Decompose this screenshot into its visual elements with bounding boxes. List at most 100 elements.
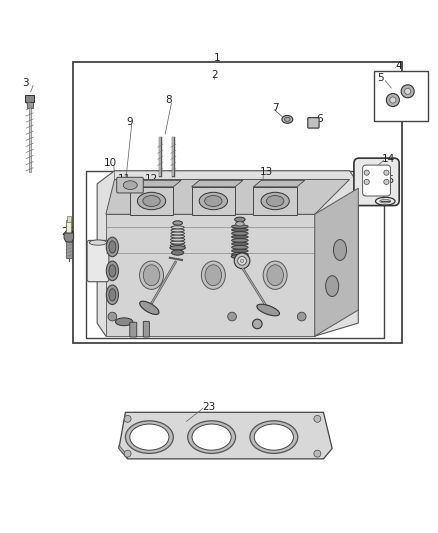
- Circle shape: [124, 450, 131, 457]
- Ellipse shape: [232, 253, 248, 256]
- Ellipse shape: [282, 116, 293, 123]
- Ellipse shape: [235, 217, 245, 222]
- Ellipse shape: [205, 265, 222, 286]
- Text: 1: 1: [213, 53, 220, 63]
- Ellipse shape: [263, 261, 287, 289]
- Circle shape: [384, 179, 389, 184]
- Circle shape: [386, 93, 399, 107]
- Text: 16: 16: [251, 220, 264, 230]
- Ellipse shape: [143, 196, 160, 206]
- Ellipse shape: [257, 304, 279, 316]
- Ellipse shape: [138, 192, 166, 209]
- Ellipse shape: [232, 239, 248, 242]
- Bar: [66, 241, 72, 258]
- Text: 11: 11: [117, 174, 131, 184]
- Ellipse shape: [109, 241, 116, 253]
- Bar: [66, 220, 71, 233]
- Bar: [67, 216, 71, 222]
- Circle shape: [238, 256, 247, 265]
- Ellipse shape: [236, 222, 244, 226]
- Ellipse shape: [254, 424, 293, 450]
- Ellipse shape: [201, 261, 225, 289]
- Ellipse shape: [285, 117, 290, 122]
- Ellipse shape: [232, 242, 248, 246]
- Bar: [27, 102, 33, 108]
- Circle shape: [405, 88, 411, 94]
- Text: 9: 9: [127, 117, 133, 127]
- Text: 21: 21: [182, 266, 195, 277]
- Ellipse shape: [199, 192, 227, 209]
- Ellipse shape: [116, 318, 133, 326]
- Ellipse shape: [250, 421, 298, 454]
- Ellipse shape: [232, 249, 248, 253]
- Text: 25: 25: [61, 227, 74, 237]
- Ellipse shape: [171, 235, 185, 238]
- Ellipse shape: [205, 196, 222, 206]
- Circle shape: [364, 179, 369, 184]
- Text: 15: 15: [382, 175, 396, 185]
- Circle shape: [314, 450, 321, 457]
- FancyBboxPatch shape: [308, 118, 319, 128]
- Bar: [191, 187, 235, 215]
- Ellipse shape: [261, 192, 289, 209]
- FancyBboxPatch shape: [130, 322, 137, 337]
- Circle shape: [364, 170, 369, 175]
- Bar: [130, 187, 173, 215]
- Ellipse shape: [232, 246, 248, 249]
- Circle shape: [401, 85, 414, 98]
- Polygon shape: [315, 188, 358, 336]
- Circle shape: [240, 259, 244, 263]
- Ellipse shape: [170, 241, 185, 244]
- Polygon shape: [64, 233, 74, 241]
- Text: 12: 12: [145, 174, 158, 183]
- Circle shape: [314, 415, 321, 422]
- Circle shape: [228, 312, 237, 321]
- Ellipse shape: [171, 232, 184, 235]
- Ellipse shape: [173, 221, 183, 225]
- Circle shape: [108, 312, 117, 321]
- Text: 24: 24: [109, 253, 122, 263]
- Ellipse shape: [170, 246, 185, 250]
- Ellipse shape: [232, 235, 248, 239]
- Text: 3: 3: [22, 78, 28, 88]
- Ellipse shape: [266, 196, 284, 206]
- Text: 19: 19: [175, 240, 189, 251]
- Ellipse shape: [187, 421, 236, 454]
- Ellipse shape: [125, 421, 173, 454]
- Ellipse shape: [170, 244, 185, 247]
- Bar: [253, 187, 297, 215]
- Circle shape: [384, 170, 389, 175]
- FancyBboxPatch shape: [363, 165, 391, 196]
- Polygon shape: [119, 445, 127, 459]
- FancyBboxPatch shape: [143, 321, 149, 337]
- Polygon shape: [130, 180, 181, 187]
- Ellipse shape: [140, 261, 163, 289]
- Text: 23: 23: [202, 402, 215, 411]
- Ellipse shape: [106, 237, 118, 257]
- Ellipse shape: [123, 181, 137, 189]
- Ellipse shape: [333, 239, 346, 261]
- Ellipse shape: [143, 265, 160, 286]
- FancyBboxPatch shape: [117, 177, 143, 193]
- Polygon shape: [106, 214, 315, 336]
- Ellipse shape: [192, 424, 231, 450]
- Polygon shape: [191, 180, 243, 187]
- Bar: [86, 171, 385, 338]
- Bar: [374, 71, 428, 120]
- Ellipse shape: [232, 228, 248, 232]
- Ellipse shape: [109, 265, 116, 277]
- Ellipse shape: [130, 424, 169, 450]
- Ellipse shape: [172, 250, 184, 255]
- Polygon shape: [106, 180, 350, 214]
- Circle shape: [297, 312, 306, 321]
- Ellipse shape: [232, 232, 248, 235]
- Text: 18: 18: [237, 237, 250, 247]
- Ellipse shape: [89, 240, 107, 245]
- Circle shape: [234, 253, 250, 269]
- Text: 8: 8: [166, 95, 172, 105]
- Ellipse shape: [171, 226, 184, 229]
- Polygon shape: [97, 171, 358, 336]
- FancyBboxPatch shape: [87, 240, 109, 282]
- Ellipse shape: [106, 285, 118, 304]
- Text: 22: 22: [210, 284, 223, 294]
